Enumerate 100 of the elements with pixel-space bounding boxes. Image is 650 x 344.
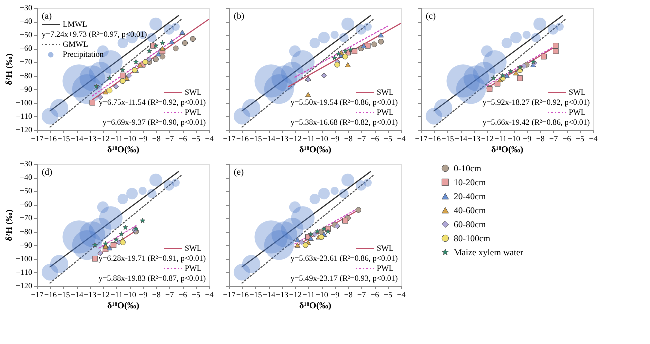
legend-label: 80-100cm — [454, 234, 490, 244]
annotation: (a) — [42, 11, 52, 21]
y-tick-label: −50 — [20, 186, 32, 196]
x-tick-label: −4 — [397, 290, 406, 300]
x-tick-label: −8 — [344, 134, 353, 144]
x-tick-label: −13 — [84, 290, 97, 300]
x-tick-label: −6 — [562, 134, 572, 144]
x-tick-label: −12 — [481, 134, 494, 144]
annotation: (d) — [42, 167, 52, 177]
y-tick-label: −40 — [20, 17, 32, 26]
legend-label: 10-20cm — [454, 178, 486, 188]
x-tick-label: −9 — [523, 134, 532, 144]
x-tick-label: −14 — [454, 134, 468, 144]
x-tick-label: −11 — [110, 134, 123, 144]
annotation: (c) — [426, 11, 436, 21]
legend-label: 20-40cm — [454, 192, 486, 202]
x-tick-label: −14 — [70, 290, 84, 300]
x-tick-label: −7 — [166, 290, 174, 300]
x-tick-label: −6 — [370, 134, 380, 144]
y-tick-label: −80 — [20, 227, 32, 236]
x-tick-label: −15 — [250, 134, 262, 144]
x-axis-title: δ¹⁸O(‰) — [107, 300, 140, 310]
x-tick-label: −12 — [289, 134, 302, 144]
x-tick-label: −10 — [508, 134, 520, 144]
y-axis-title: δ²H (‰) — [4, 210, 14, 242]
legend-label: Precipitation — [63, 50, 104, 59]
y-tick-label: −70 — [20, 58, 32, 67]
x-tick-label: −5 — [384, 290, 393, 300]
y-axis-title: δ²H (‰) — [4, 54, 14, 86]
x-tick-label: −11 — [302, 290, 315, 300]
x-tick-label: −15 — [442, 134, 454, 144]
x-tick-label: −12 — [97, 290, 110, 300]
x-tick-label: −4 — [589, 134, 598, 144]
x-tick-label: −13 — [84, 134, 97, 144]
annotation: y=5.38x-16.68 (R²=0.82, p<0.01) — [290, 118, 398, 127]
legend-label: PWL — [569, 108, 586, 117]
y-tick-label: −50 — [20, 30, 32, 40]
x-tick-label: −4 — [397, 134, 406, 144]
y-tick-label: −120 — [16, 126, 32, 134]
y-tick-label: −100 — [16, 98, 32, 108]
y-tick-label: −90 — [20, 240, 32, 250]
y-tick-label: −80 — [20, 71, 32, 80]
y-tick-label: −60 — [20, 200, 32, 210]
annotation: y=5.63x-23.61 (R²=0.86, p<0.01) — [290, 254, 398, 263]
annotation: y=5.49x-23.17 (R²=0.93, p<0.01) — [290, 274, 398, 283]
x-tick-label: −11 — [110, 290, 123, 300]
legend-label: GMWL — [63, 40, 88, 49]
x-tick-label: −8 — [152, 134, 161, 144]
legend-label: PWL — [185, 108, 202, 117]
x-tick-label: −17 — [31, 290, 44, 300]
legend-label: 40-60cm — [454, 206, 486, 216]
legend-label: SWL — [377, 88, 394, 97]
annotation: y=6.28x-19.71 (R²=0.91, p<0.01) — [98, 254, 206, 263]
x-tick-label: −14 — [262, 290, 276, 300]
x-tick-label: −15 — [250, 290, 262, 300]
x-tick-label: −5 — [576, 134, 585, 144]
x-tick-label: −7 — [358, 134, 366, 144]
annotation: y=6.69x-9.37 (R²=0.90, p<0.01) — [102, 118, 206, 127]
x-tick-label: −10 — [124, 134, 136, 144]
x-tick-label: −17 — [223, 134, 236, 144]
x-tick-label: −7 — [550, 134, 558, 144]
y-tick-label: −110 — [16, 112, 32, 121]
x-tick-label: −16 — [428, 134, 441, 144]
x-tick-label: −10 — [124, 290, 136, 300]
y-tick-label: −70 — [20, 214, 32, 223]
x-axis-title: δ¹⁸O(‰) — [299, 144, 332, 154]
annotation: y=5.50x-19.54 (R²=0.86, p<0.01) — [290, 98, 398, 107]
x-tick-label: −11 — [302, 134, 315, 144]
x-tick-label: −13 — [468, 134, 481, 144]
legend-label: SWL — [569, 88, 586, 97]
x-tick-label: −9 — [139, 290, 148, 300]
x-tick-label: −14 — [262, 134, 276, 144]
x-tick-label: −8 — [152, 290, 161, 300]
x-tick-label: −6 — [370, 290, 380, 300]
x-tick-label: −17 — [31, 134, 44, 144]
x-tick-label: −10 — [316, 290, 328, 300]
legend-label: LMWL — [63, 20, 88, 29]
y-tick-label: −30 — [20, 160, 32, 168]
legend-label: PWL — [185, 264, 202, 273]
x-axis-title: δ¹⁸O(‰) — [107, 144, 140, 154]
annotation: (b) — [234, 11, 244, 21]
legend-label: SWL — [377, 244, 394, 253]
x-tick-label: −6 — [178, 134, 188, 144]
x-tick-label: −7 — [358, 290, 366, 300]
x-tick-label: −8 — [344, 290, 353, 300]
x-tick-label: −5 — [192, 134, 201, 144]
x-tick-label: −13 — [276, 290, 289, 300]
x-tick-label: −13 — [276, 134, 289, 144]
legend-label: PWL — [377, 264, 394, 273]
annotation: y=6.75x-11.54 (R²=0.92, p<0.01) — [99, 98, 206, 107]
x-axis-title: δ¹⁸O(‰) — [491, 144, 524, 154]
annotation: y=5.66x-19.42 (R²=0.86, p<0.01) — [482, 118, 590, 127]
x-tick-label: −16 — [236, 290, 249, 300]
y-tick-label: −40 — [20, 173, 32, 182]
x-tick-label: −15 — [58, 290, 70, 300]
x-tick-label: −5 — [192, 290, 201, 300]
x-axis-title: δ¹⁸O(‰) — [299, 300, 332, 310]
x-tick-label: −15 — [58, 134, 70, 144]
x-tick-label: −12 — [289, 290, 302, 300]
legend-label: SWL — [185, 244, 202, 253]
